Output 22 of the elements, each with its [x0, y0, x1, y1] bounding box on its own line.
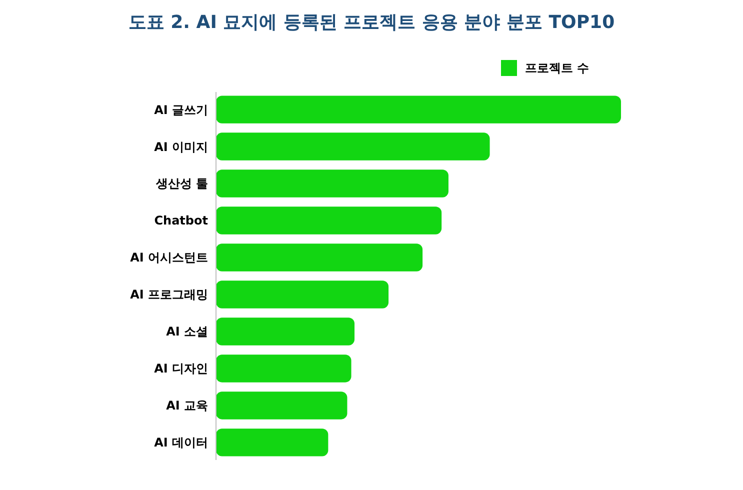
- y-tick-label: AI 교육: [166, 398, 208, 413]
- bar: [216, 132, 490, 160]
- y-tick-label: AI 디자인: [154, 362, 208, 376]
- bar: [216, 392, 348, 420]
- bar: [216, 280, 389, 308]
- bar: [216, 96, 621, 124]
- y-tick-label: Chatbot: [154, 214, 208, 228]
- bar: [216, 318, 355, 346]
- bar: [216, 244, 423, 272]
- y-tick-label: 생산성 툴: [154, 176, 208, 191]
- bar: [216, 354, 352, 382]
- y-tick-label: AI 프로그래밍: [130, 288, 208, 302]
- bar: [216, 170, 448, 198]
- y-tick-label: AI 소셜: [166, 324, 208, 339]
- legend-label: 프로젝트 수: [525, 61, 590, 76]
- y-tick-label: AI 이미지: [154, 140, 208, 154]
- y-tick-label: AI 어시스턴트: [130, 250, 208, 265]
- y-tick-label: AI 데이터: [154, 436, 208, 450]
- chart-title: 도표 2. AI 묘지에 등록된 프로젝트 응용 분야 분포 TOP10: [128, 12, 615, 33]
- bar: [216, 428, 328, 456]
- bar: [216, 206, 442, 234]
- y-tick-label: AI 글쓰기: [154, 102, 208, 117]
